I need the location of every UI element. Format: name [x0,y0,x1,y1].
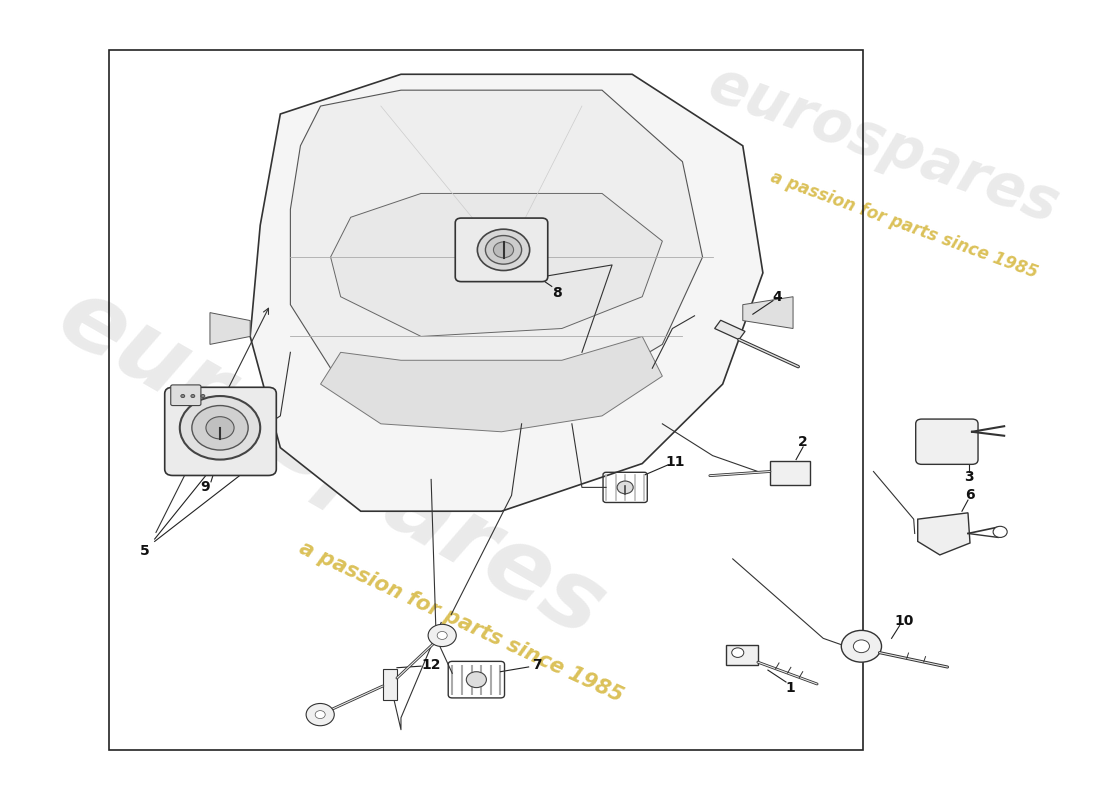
FancyBboxPatch shape [455,218,548,282]
Polygon shape [742,297,793,329]
Circle shape [437,631,448,639]
Text: eurospares: eurospares [701,56,1067,236]
Bar [726,645,758,665]
Polygon shape [917,513,970,555]
Text: a passion for parts since 1985: a passion for parts since 1985 [768,168,1040,282]
Circle shape [494,242,514,258]
Circle shape [732,648,744,658]
Circle shape [306,703,334,726]
FancyBboxPatch shape [165,387,276,475]
Text: 3: 3 [965,470,974,484]
Circle shape [180,394,185,398]
Circle shape [201,394,205,398]
Polygon shape [331,194,662,337]
Text: 8: 8 [552,286,562,300]
Circle shape [854,640,869,653]
Bar [770,461,810,485]
Circle shape [993,526,1008,538]
Polygon shape [715,320,745,340]
Text: a passion for parts since 1985: a passion for parts since 1985 [296,538,626,706]
Circle shape [191,394,195,398]
Polygon shape [250,74,763,511]
Circle shape [477,229,530,270]
Bar [383,670,397,699]
Polygon shape [320,337,662,432]
Circle shape [191,406,249,450]
Circle shape [485,235,521,264]
Text: 12: 12 [421,658,441,671]
Text: eurospares: eurospares [41,270,620,658]
Text: 5: 5 [140,544,150,558]
Text: 9: 9 [200,480,210,494]
Bar [109,50,864,750]
Text: 10: 10 [894,614,913,628]
Text: 2: 2 [799,435,808,449]
FancyBboxPatch shape [915,419,978,464]
Circle shape [617,481,634,494]
Text: 4: 4 [772,290,782,304]
Text: 11: 11 [666,455,685,469]
Circle shape [316,710,326,718]
Polygon shape [290,90,703,408]
Circle shape [428,624,456,646]
Circle shape [466,672,486,687]
Circle shape [842,630,881,662]
Polygon shape [210,313,250,344]
Circle shape [179,396,261,459]
Text: 1: 1 [785,682,795,695]
Circle shape [206,417,234,439]
FancyBboxPatch shape [170,385,201,406]
Text: 7: 7 [532,658,541,672]
Text: 6: 6 [965,488,975,502]
